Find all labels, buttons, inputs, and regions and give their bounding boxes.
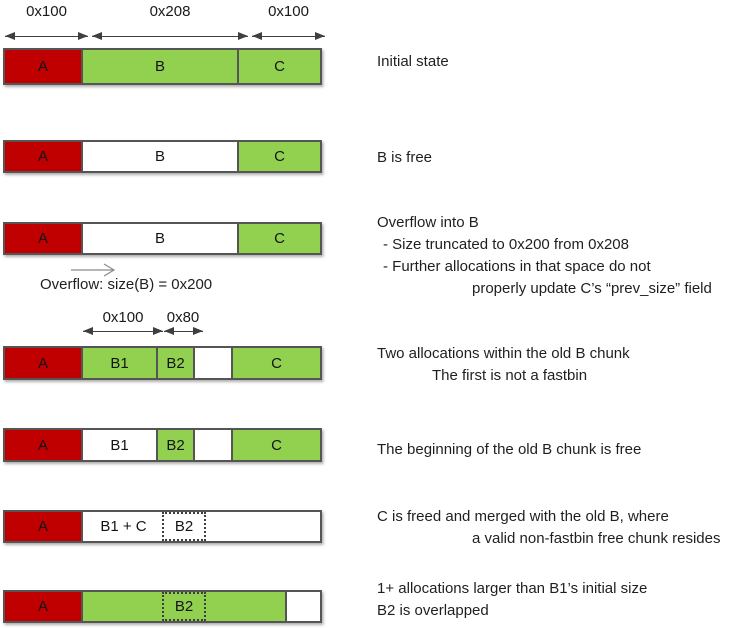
- chunk-b2-dotted: B2: [162, 592, 206, 621]
- bar-initial-state: A B C: [3, 48, 322, 85]
- chunk-b2-dotted: B2: [162, 512, 206, 541]
- chunk-b2-label: B2: [174, 598, 194, 615]
- chunk-c: C: [239, 142, 320, 171]
- ruler-label-0x100-a: 0x100: [26, 3, 67, 20]
- chunk-a-label: A: [37, 598, 48, 615]
- chunk-b-free: B: [83, 142, 239, 171]
- chunk-b2: B2: [158, 430, 195, 460]
- chunk-b1-free: B1: [83, 430, 158, 460]
- ruler-label-0x100-c: 0x100: [268, 3, 309, 20]
- chunk-c-label: C: [271, 436, 282, 454]
- caption-b-free: B is free: [377, 147, 432, 169]
- chunk-b-label: B: [154, 148, 165, 165]
- caption-line: a valid non-fastbin free chunk resides: [472, 530, 721, 547]
- chunk-b1-plus-c-free: [83, 512, 320, 541]
- chunk-new-allocation: [83, 592, 287, 621]
- caption-line: - Size truncated to 0x200 from 0x208: [383, 236, 629, 253]
- chunk-a-label: A: [37, 58, 48, 75]
- chunk-c-label: C: [274, 58, 285, 75]
- caption-overflow: Overflow into B - Size truncated to 0x20…: [377, 212, 712, 300]
- caption-line: C is freed and merged with the old B, wh…: [377, 508, 669, 525]
- caption-line: B is free: [377, 149, 433, 166]
- overflow-direction-arrow: [71, 263, 116, 277]
- chunk-b2-label: B2: [174, 518, 194, 535]
- chunk-a: A: [5, 592, 83, 621]
- caption-b1-free: The beginning of the old B chunk is free: [377, 439, 641, 461]
- bar-overflow: A B C: [3, 222, 322, 255]
- chunk-a: A: [5, 142, 83, 171]
- chunk-a: A: [5, 348, 83, 378]
- chunk-c-label: C: [271, 354, 282, 372]
- dimension-arrow-b: [92, 32, 248, 40]
- chunk-b1: B1: [83, 348, 158, 378]
- chunk-c-label: C: [274, 230, 285, 247]
- bar-b-free: A B C: [3, 140, 322, 173]
- bar-overlapped: A B2: [3, 590, 322, 623]
- chunk-b1-plus-c-label: B1 + C: [100, 518, 147, 535]
- caption-two-allocations: Two allocations within the old B chunk T…: [377, 343, 630, 387]
- caption-line: Overflow into B: [377, 214, 479, 231]
- chunk-b-free: B: [83, 224, 239, 253]
- chunk-b1-label: B1: [110, 354, 129, 372]
- chunk-a: A: [5, 430, 83, 460]
- ruler-label-0x208-b: 0x208: [149, 3, 191, 20]
- chunk-a: A: [5, 512, 83, 541]
- caption-merged: C is freed and merged with the old B, wh…: [377, 506, 720, 550]
- chunk-b-label: B: [154, 230, 165, 247]
- chunk-c: C: [239, 224, 320, 253]
- chunk-b1-label: B1: [110, 436, 129, 454]
- chunk-a-label: A: [37, 230, 48, 247]
- caption-line: Two allocations within the old B chunk: [377, 345, 630, 362]
- chunk-c: C: [233, 348, 320, 378]
- ruler-label-0x100-b1: 0x100: [102, 309, 144, 326]
- chunk-b: B: [83, 50, 239, 83]
- bar-two-allocations: A B1 B2 C: [3, 346, 322, 380]
- chunk-free-tail: [287, 592, 320, 621]
- chunk-a: A: [5, 50, 83, 83]
- ruler-label-0x80-b2: 0x80: [166, 309, 200, 326]
- caption-line: 1+ allocations larger than B1’s initial …: [377, 580, 648, 597]
- chunk-a: A: [5, 224, 83, 253]
- bar-merged: A B1 + C B2: [3, 510, 322, 543]
- chunk-c: C: [233, 430, 320, 460]
- chunk-a-label: A: [37, 148, 48, 165]
- overflow-size-note: Overflow: size(B) = 0x200: [40, 276, 213, 293]
- chunk-c-label: C: [274, 148, 285, 165]
- dimension-arrow-b2: [164, 327, 203, 335]
- caption-line: Initial state: [377, 53, 449, 70]
- caption-overlapped: 1+ allocations larger than B1’s initial …: [377, 578, 647, 622]
- dimension-arrow-a: [5, 32, 88, 40]
- chunk-b2-label: B2: [166, 436, 185, 454]
- bar-b1-free: A B1 B2 C: [3, 428, 322, 462]
- chunk-b2: B2: [158, 348, 195, 378]
- chunk-free-gap: [195, 430, 233, 460]
- chunk-b2-label: B2: [166, 354, 185, 372]
- caption-line: B2 is overlapped: [377, 602, 489, 619]
- chunk-a-label: A: [37, 436, 48, 454]
- chunk-free-gap: [195, 348, 233, 378]
- chunk-c: C: [239, 50, 320, 83]
- chunk-a-label: A: [37, 518, 48, 535]
- dimension-arrow-b1: [83, 327, 163, 335]
- chunk-b-label: B: [154, 58, 165, 75]
- dimension-arrow-c: [252, 32, 325, 40]
- caption-line: properly update C’s “prev_size” field: [472, 280, 712, 297]
- caption-line: The first is not a fastbin: [432, 367, 588, 384]
- chunk-a-label: A: [37, 354, 48, 372]
- caption-line: The beginning of the old B chunk is free: [377, 441, 642, 458]
- caption-line: - Further allocations in that space do n…: [383, 258, 651, 275]
- caption-initial-state: Initial state: [377, 51, 449, 73]
